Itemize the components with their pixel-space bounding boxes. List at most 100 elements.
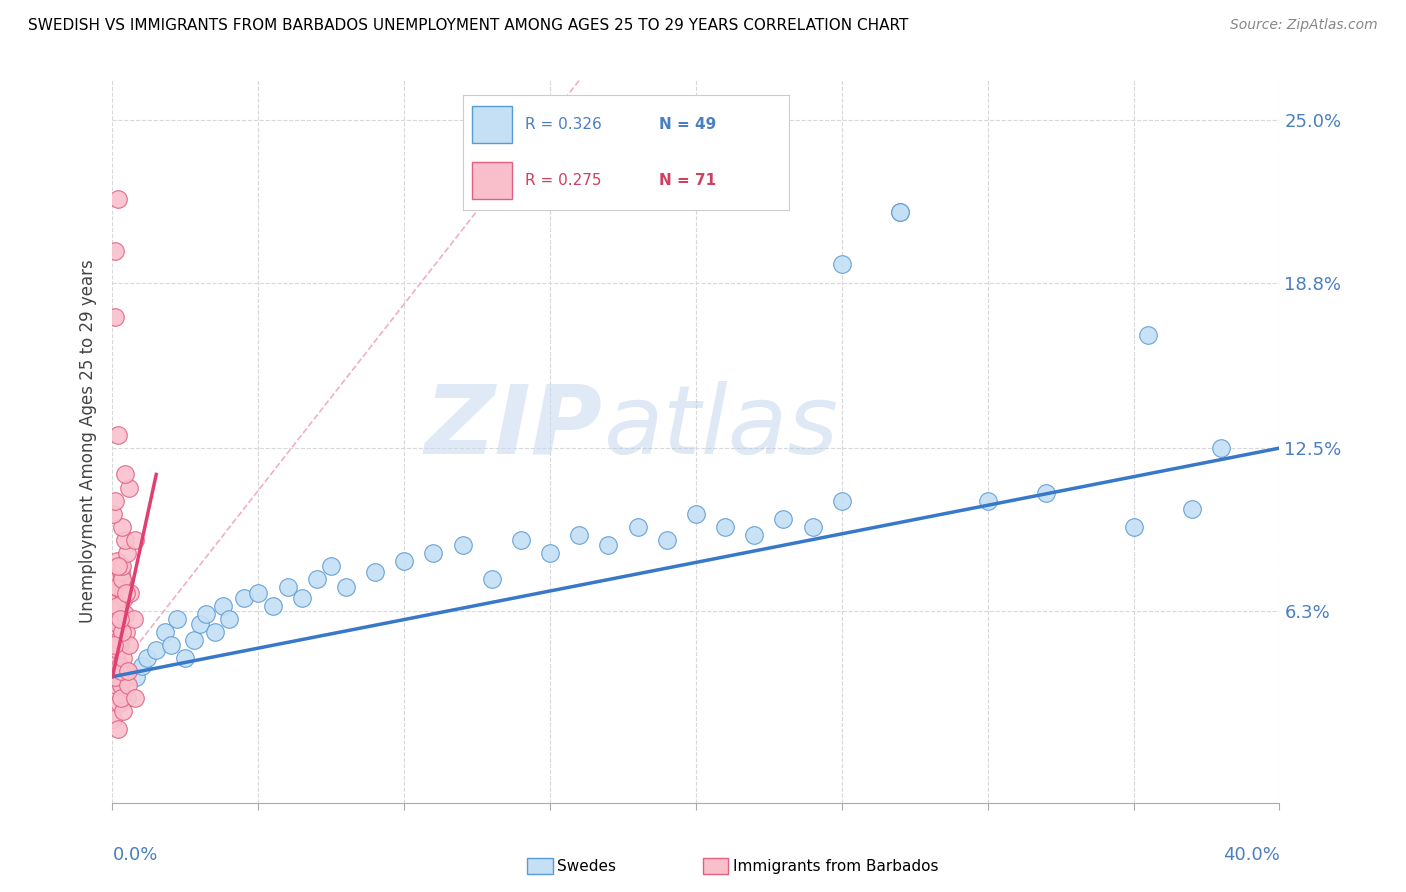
Point	[111, 573, 134, 587]
Text: atlas: atlas	[603, 381, 838, 474]
Point	[110, 638, 132, 652]
Point	[104, 612, 127, 626]
Point	[114, 533, 136, 547]
Point	[107, 625, 129, 640]
Point	[101, 507, 124, 521]
Point	[598, 538, 620, 552]
Point	[831, 493, 853, 508]
Point	[118, 638, 141, 652]
Point	[108, 599, 131, 613]
Point	[276, 580, 298, 594]
Point	[108, 617, 131, 632]
Point	[114, 607, 136, 621]
Point	[118, 481, 141, 495]
Point	[107, 617, 129, 632]
Point	[110, 665, 132, 679]
Point	[422, 546, 444, 560]
Point	[101, 565, 124, 579]
Point	[108, 696, 131, 710]
Point	[101, 607, 124, 621]
Point	[145, 643, 167, 657]
Point	[107, 428, 129, 442]
Text: 40.0%: 40.0%	[1223, 847, 1279, 864]
Point	[107, 192, 129, 206]
Point	[655, 533, 678, 547]
Point	[125, 670, 148, 684]
Point	[110, 665, 132, 679]
Point	[218, 612, 240, 626]
Point	[114, 467, 136, 482]
Point	[105, 580, 128, 594]
Point	[742, 528, 765, 542]
Point	[104, 670, 127, 684]
Point	[118, 585, 141, 599]
Point	[108, 670, 131, 684]
Point	[115, 585, 138, 599]
Point	[772, 512, 794, 526]
Point	[110, 677, 132, 691]
Point	[481, 573, 503, 587]
Point	[104, 638, 127, 652]
Point	[105, 659, 128, 673]
Point	[1035, 485, 1057, 500]
Point	[364, 565, 387, 579]
Point	[114, 625, 136, 640]
Point	[188, 617, 211, 632]
Point	[104, 493, 127, 508]
Point	[714, 520, 737, 534]
Point	[166, 612, 188, 626]
Point	[183, 632, 205, 647]
Point	[1209, 441, 1232, 455]
Point	[110, 591, 132, 605]
Point	[117, 665, 139, 679]
Y-axis label: Unemployment Among Ages 25 to 29 years: Unemployment Among Ages 25 to 29 years	[79, 260, 97, 624]
Point	[262, 599, 284, 613]
Text: Swedes: Swedes	[557, 859, 616, 873]
Point	[136, 651, 159, 665]
Point	[1137, 328, 1160, 343]
Point	[105, 599, 128, 613]
Point	[112, 651, 135, 665]
Point	[112, 704, 135, 718]
Point	[103, 585, 125, 599]
Point	[105, 632, 128, 647]
Point	[305, 573, 328, 587]
Point	[108, 659, 131, 673]
Point	[194, 607, 217, 621]
Point	[124, 690, 146, 705]
Point	[627, 520, 650, 534]
Point	[685, 507, 707, 521]
Point	[117, 677, 139, 691]
Point	[104, 244, 127, 258]
Text: SWEDISH VS IMMIGRANTS FROM BARBADOS UNEMPLOYMENT AMONG AGES 25 TO 29 YEARS CORRE: SWEDISH VS IMMIGRANTS FROM BARBADOS UNEM…	[28, 18, 908, 33]
Point	[247, 585, 270, 599]
Point	[104, 651, 127, 665]
Point	[105, 677, 128, 691]
Point	[111, 520, 134, 534]
Text: Immigrants from Barbados: Immigrants from Barbados	[733, 859, 938, 873]
Point	[105, 651, 128, 665]
Point	[111, 559, 134, 574]
Point	[101, 643, 124, 657]
Point	[321, 559, 343, 574]
Point	[976, 493, 998, 508]
Point	[104, 599, 127, 613]
Text: ZIP: ZIP	[425, 381, 603, 474]
Point	[131, 659, 153, 673]
Point	[108, 559, 131, 574]
Point	[112, 585, 135, 599]
Point	[115, 665, 138, 679]
Point	[1181, 501, 1204, 516]
Point	[103, 612, 125, 626]
Point	[110, 573, 132, 587]
Point	[107, 559, 129, 574]
Point	[204, 625, 226, 640]
Point	[112, 591, 135, 605]
Point	[108, 612, 131, 626]
Point	[831, 257, 853, 271]
Point	[107, 643, 129, 657]
Text: Source: ZipAtlas.com: Source: ZipAtlas.com	[1230, 18, 1378, 32]
Point	[111, 573, 134, 587]
Point	[509, 533, 531, 547]
Point	[801, 520, 824, 534]
